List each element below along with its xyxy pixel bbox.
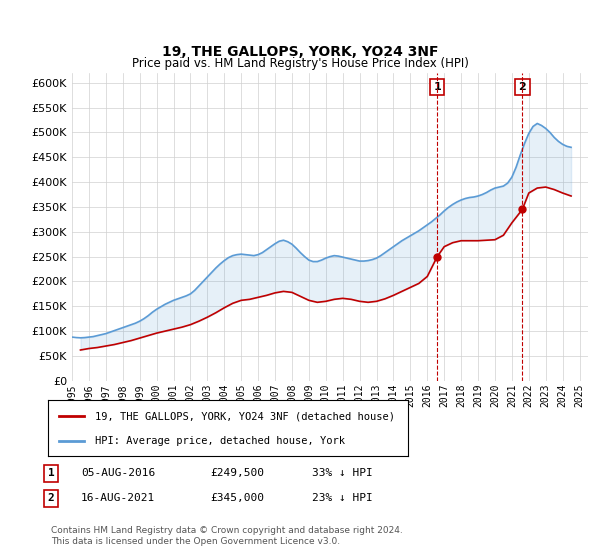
Text: 1: 1: [47, 468, 55, 478]
Text: HPI: Average price, detached house, York: HPI: Average price, detached house, York: [95, 436, 345, 446]
Text: 33% ↓ HPI: 33% ↓ HPI: [312, 468, 373, 478]
Text: £249,500: £249,500: [210, 468, 264, 478]
Text: £345,000: £345,000: [210, 493, 264, 503]
Text: 16-AUG-2021: 16-AUG-2021: [81, 493, 155, 503]
Text: 2: 2: [518, 82, 526, 92]
Text: Contains HM Land Registry data © Crown copyright and database right 2024.
This d: Contains HM Land Registry data © Crown c…: [51, 526, 403, 546]
Text: 05-AUG-2016: 05-AUG-2016: [81, 468, 155, 478]
Text: 19, THE GALLOPS, YORK, YO24 3NF (detached house): 19, THE GALLOPS, YORK, YO24 3NF (detache…: [95, 411, 395, 421]
Text: 1: 1: [433, 82, 441, 92]
Text: Price paid vs. HM Land Registry's House Price Index (HPI): Price paid vs. HM Land Registry's House …: [131, 57, 469, 70]
Text: 2: 2: [47, 493, 55, 503]
Text: 23% ↓ HPI: 23% ↓ HPI: [312, 493, 373, 503]
Text: 19, THE GALLOPS, YORK, YO24 3NF: 19, THE GALLOPS, YORK, YO24 3NF: [162, 45, 438, 59]
